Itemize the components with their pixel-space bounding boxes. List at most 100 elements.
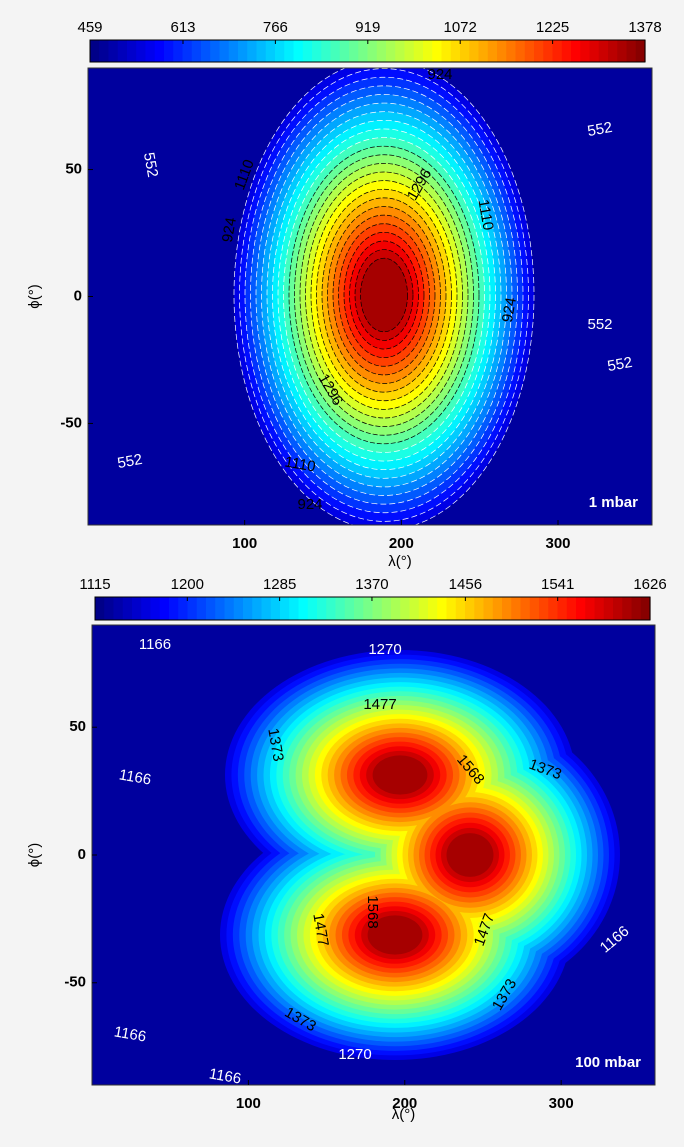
colorbar-cell bbox=[613, 597, 623, 620]
colorbar-cell bbox=[580, 40, 591, 62]
colorbar-cell bbox=[400, 597, 411, 620]
colorbar-cell bbox=[265, 40, 276, 62]
x-tick-label: 300 bbox=[549, 1095, 574, 1112]
contour-label: 552 bbox=[606, 354, 634, 375]
colorbar-cell bbox=[386, 40, 396, 62]
colorbar-cell bbox=[474, 597, 485, 620]
colorbar-cell bbox=[169, 597, 179, 620]
contour-label: 1477 bbox=[309, 912, 332, 948]
colorbar-cell bbox=[228, 40, 239, 62]
colorbar-cell bbox=[358, 40, 369, 62]
x-tick-label: 100 bbox=[232, 535, 257, 552]
colorbar-cell bbox=[247, 40, 258, 62]
colorbar-cell bbox=[293, 40, 304, 62]
colorbar-cell bbox=[515, 40, 526, 62]
colorbar-cell bbox=[423, 40, 433, 62]
colorbar-cell bbox=[598, 40, 609, 62]
x-tick-label: 200 bbox=[392, 1095, 417, 1112]
colorbar-cell bbox=[335, 597, 346, 620]
colorbar-cell bbox=[566, 597, 577, 620]
contour-band bbox=[367, 915, 423, 955]
colorbar-cell bbox=[391, 597, 401, 620]
colorbar-cell bbox=[520, 597, 531, 620]
contour-label: 1166 bbox=[139, 636, 171, 653]
colorbar-cell bbox=[469, 40, 480, 62]
contour-label: 924 bbox=[297, 496, 322, 513]
colorbar-cell bbox=[534, 40, 544, 62]
colorbar-cell bbox=[635, 40, 646, 62]
colorbar-cell bbox=[95, 597, 105, 620]
x-axis-label: λ(°) bbox=[392, 1106, 416, 1123]
contour-label: 552 bbox=[586, 119, 614, 140]
colorbar-cell bbox=[626, 40, 637, 62]
colorbar-cell bbox=[136, 40, 147, 62]
colorbar-cell bbox=[90, 40, 100, 62]
colorbar-cell bbox=[631, 597, 642, 620]
contour-label: 1166 bbox=[113, 1023, 148, 1045]
colorbar-cell bbox=[465, 597, 475, 620]
contour-band bbox=[372, 755, 428, 795]
colorbar-tick-label: 1225 bbox=[536, 19, 569, 36]
colorbar-cell bbox=[302, 40, 313, 62]
colorbar-cell bbox=[418, 597, 429, 620]
colorbar-cell bbox=[437, 597, 448, 620]
contour-label: 1270 bbox=[368, 641, 401, 658]
contour-label: 1568 bbox=[364, 895, 381, 928]
colorbar-cell bbox=[617, 40, 628, 62]
colorbar-cell bbox=[571, 40, 581, 62]
colorbar-tick-label: 1115 bbox=[79, 576, 110, 593]
colorbar-cell bbox=[502, 597, 512, 620]
colorbar-cell bbox=[206, 597, 216, 620]
colorbar-cell bbox=[270, 597, 281, 620]
contour-level bbox=[360, 257, 408, 333]
colorbar-cell bbox=[622, 597, 633, 620]
colorbar-cell bbox=[280, 597, 290, 620]
colorbar-cell bbox=[511, 597, 522, 620]
colorbar-cell bbox=[492, 597, 503, 620]
y-tick-label: 0 bbox=[74, 287, 82, 304]
colorbar-cell bbox=[552, 40, 563, 62]
contour-label: 1270 bbox=[338, 1046, 371, 1063]
colorbar-cell bbox=[317, 597, 327, 620]
y-tick-label: 50 bbox=[69, 718, 86, 735]
contour-field bbox=[88, 68, 652, 525]
colorbar-cell bbox=[608, 40, 618, 62]
contour-label: 1166 bbox=[208, 1065, 243, 1087]
colorbar-frame bbox=[94, 596, 651, 621]
colorbar-cell bbox=[224, 597, 235, 620]
colorbar-cell bbox=[298, 597, 309, 620]
contour-label: 1110 bbox=[283, 453, 317, 475]
colorbar-cell bbox=[238, 40, 248, 62]
contour-band bbox=[446, 833, 494, 877]
colorbar-cell bbox=[455, 597, 466, 620]
colorbar-cell bbox=[141, 597, 152, 620]
contour-label: 1166 bbox=[118, 766, 153, 788]
colorbar-cell bbox=[154, 40, 165, 62]
colorbar-cell bbox=[446, 597, 457, 620]
colorbar-cell bbox=[321, 40, 332, 62]
colorbar-cell bbox=[252, 597, 263, 620]
colorbar-cell bbox=[256, 40, 267, 62]
colorbar-cell bbox=[122, 597, 133, 620]
colorbar-tick-label: 1626 bbox=[633, 576, 666, 593]
colorbar-cell bbox=[428, 597, 438, 620]
colorbar-cell bbox=[219, 40, 230, 62]
colorbar-cell bbox=[104, 597, 115, 620]
colorbar-cell bbox=[127, 40, 137, 62]
contour-band bbox=[360, 257, 408, 333]
colorbar-cell bbox=[284, 40, 295, 62]
colorbar-tick-label: 459 bbox=[77, 19, 102, 36]
contour-label: 1110 bbox=[474, 198, 496, 232]
colorbar-cell bbox=[585, 597, 596, 620]
colorbar-cell bbox=[487, 40, 498, 62]
colorbar-cell bbox=[99, 40, 110, 62]
colorbar-cell bbox=[132, 597, 142, 620]
colorbar-cell bbox=[543, 40, 554, 62]
contour-level bbox=[367, 755, 494, 955]
colorbar-cell bbox=[243, 597, 253, 620]
contour-label: 924 bbox=[219, 216, 240, 244]
y-tick-label: -50 bbox=[64, 974, 86, 991]
colorbar-cell bbox=[506, 40, 517, 62]
contour-label: 552 bbox=[140, 151, 161, 179]
